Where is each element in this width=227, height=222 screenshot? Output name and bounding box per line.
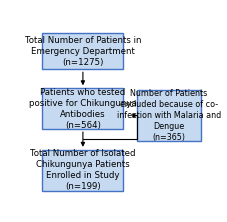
Text: Total Number of Isolated
Chikungunya Patients
Enrolled in Study
(n=199): Total Number of Isolated Chikungunya Pat… bbox=[30, 149, 136, 191]
FancyBboxPatch shape bbox=[42, 34, 123, 69]
FancyBboxPatch shape bbox=[42, 150, 123, 191]
Text: Patients who tested
positive for Chikungunya
Antibodies
(n=564): Patients who tested positive for Chikung… bbox=[29, 87, 137, 130]
Text: Total Number of Patients in
Emergency Department
(n=1275): Total Number of Patients in Emergency De… bbox=[25, 36, 141, 67]
FancyBboxPatch shape bbox=[42, 88, 123, 129]
FancyBboxPatch shape bbox=[138, 90, 201, 141]
Text: Number of Patients
excluded because of co-
infection with Malaria and
Dengue
(n=: Number of Patients excluded because of c… bbox=[117, 89, 221, 142]
